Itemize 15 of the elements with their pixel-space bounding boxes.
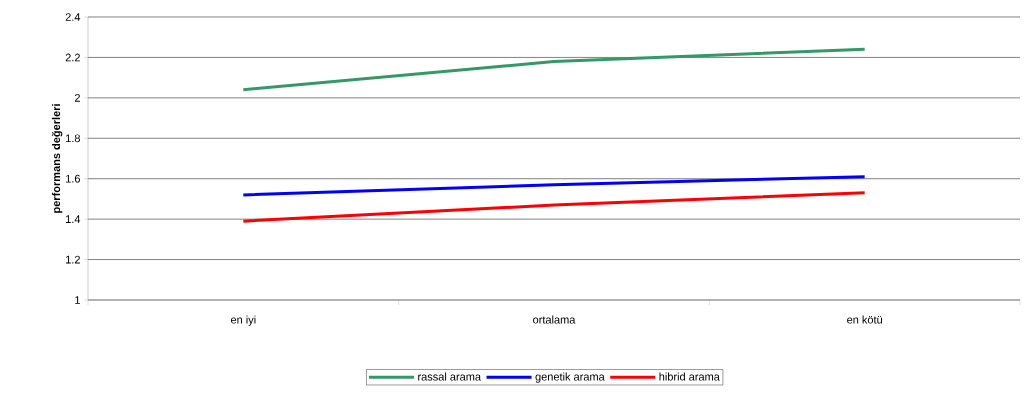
y-tick-label: 1.2 — [66, 255, 80, 264]
y-tick-label: 1.4 — [66, 215, 81, 223]
legend-label: rassal arama — [418, 372, 482, 381]
legend-label: genetik arama — [535, 372, 605, 383]
y-tick-label: 1 — [75, 296, 80, 304]
x-tick-label: en kötü — [847, 315, 882, 324]
y-tick-label: 2.2 — [65, 53, 80, 62]
y-tick-label: 2.4 — [65, 13, 81, 21]
y-tick-label: 2 — [74, 94, 80, 102]
y-tick-label: 1.8 — [66, 134, 80, 143]
y-tick-label: 1.6 — [66, 174, 80, 183]
x-tick-label: en iyi — [230, 315, 256, 326]
y-axis-title: performans değerleri — [51, 104, 63, 213]
x-tick-label: ortalama — [533, 315, 576, 324]
legend-label: hibrid arama — [659, 372, 720, 381]
